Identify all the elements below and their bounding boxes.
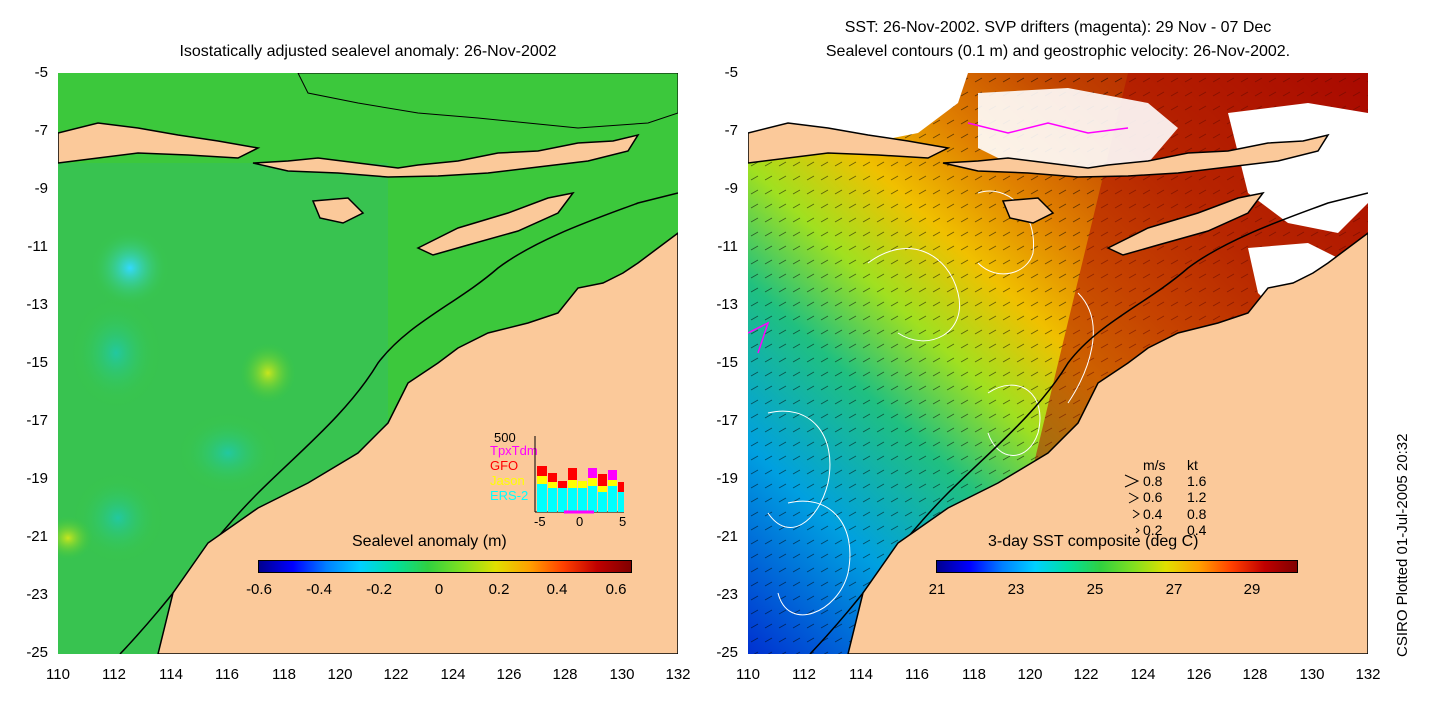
left-y-tick: -17 [26,412,48,429]
left-x-tick: 120 [327,666,353,683]
left-colorbar-label: 0 [434,581,444,598]
inset-series-label: ERS-2 [490,488,529,503]
velocity-legend-kt: 0.4 [1187,522,1207,538]
right-map-title-line2: Sealevel contours (0.1 m) and geostrophi… [825,43,1291,60]
right-colorbar-label: 27 [1165,581,1183,598]
left-colorbar-label: 0.2 [488,581,510,598]
right-colorbar-title: 3-day SST composite (deg C) [988,533,1199,550]
right-x-tick: 112 [792,666,816,683]
velocity-arrow-icon [1124,474,1140,488]
left-x-tick: 122 [383,666,409,683]
right-x-tick: 132 [1355,666,1381,683]
left-map-title: Isostatically adjusted sealevel anomaly:… [179,43,557,60]
right-colorbar-label: 29 [1243,581,1261,598]
right-x-tick: 124 [1130,666,1156,683]
right-colorbar-label: 23 [1007,581,1025,598]
right-y-tick: -15 [716,354,738,371]
right-map-title-line1: SST: 26-Nov-2002. SVP drifters (magenta)… [844,19,1272,36]
right-x-tick: 122 [1073,666,1099,683]
velocity-legend-kt: 1.2 [1187,489,1207,505]
inset-max-label: 500 [494,430,516,445]
right-x-tick: 128 [1242,666,1268,683]
velocity-legend-header-ms: m/s [1143,457,1166,473]
right-x-tick: 130 [1299,666,1325,683]
velocity-arrow-icon [1128,492,1140,504]
left-y-tick: -13 [26,296,48,313]
inset-histogram [534,436,624,514]
left-y-tick: -23 [26,586,48,603]
left-y-tick: -21 [26,528,48,545]
inset-x-label: 5 [619,514,627,529]
left-x-tick: 130 [609,666,635,683]
left-y-tick: -25 [26,644,48,661]
left-x-tick: 110 [46,666,70,683]
left-map-plot [58,73,678,654]
velocity-legend-header-kt: kt [1187,457,1198,473]
right-y-tick: -13 [716,296,738,313]
right-x-tick: 116 [905,666,929,683]
left-colorbar-label: -0.4 [306,581,332,598]
velocity-arrow-icon [1132,509,1140,519]
left-colorbar-label: -0.2 [366,581,392,598]
right-colorbar-label: 21 [928,581,946,598]
right-colorbar [936,560,1298,573]
left-y-tick: -19 [26,470,48,487]
velocity-legend-kt: 1.6 [1187,473,1207,489]
right-colorbar-label: 25 [1086,581,1104,598]
left-colorbar-label: 0.6 [605,581,627,598]
right-x-tick: 126 [1186,666,1212,683]
velocity-legend-ms: 0.2 [1143,522,1163,538]
right-y-tick: -11 [717,238,738,255]
velocity-legend-ms: 0.8 [1143,473,1163,489]
right-y-tick: -23 [716,586,738,603]
plot-credit: CSIRO Plotted 01-Jul-2005 20:32 [1394,433,1411,657]
right-y-tick: -19 [716,470,738,487]
left-colorbar-label: 0.4 [546,581,568,598]
left-colorbar-title: Sealevel anomaly (m) [352,533,507,550]
right-x-tick: 118 [962,666,986,683]
left-y-tick: -15 [26,354,48,371]
velocity-arrow-icon [1135,527,1140,534]
inset-series-label: GFO [490,458,519,473]
right-x-tick: 120 [1017,666,1043,683]
inset-x-label: 0 [576,514,584,529]
inset-x-label: -5 [534,514,546,529]
right-x-tick: 114 [849,666,873,683]
inset-series-label: Jason [490,473,525,488]
left-colorbar-label: -0.6 [246,581,272,598]
left-x-tick: 128 [552,666,578,683]
right-x-tick: 110 [736,666,760,683]
right-map-plot [748,73,1368,654]
left-colorbar [258,560,632,573]
left-y-tick: -11 [27,238,48,255]
right-y-tick: -5 [724,64,738,81]
left-x-tick: 112 [102,666,126,683]
left-y-tick: -5 [34,64,48,81]
velocity-legend-kt: 0.8 [1187,506,1207,522]
left-x-tick: 124 [440,666,466,683]
left-x-tick: 114 [159,666,183,683]
right-y-tick: -9 [724,180,738,197]
left-x-tick: 118 [272,666,296,683]
right-y-tick: -25 [716,644,738,661]
left-x-tick: 132 [665,666,691,683]
left-y-tick: -9 [34,180,48,197]
velocity-legend-ms: 0.4 [1143,506,1163,522]
right-y-tick: -17 [716,412,738,429]
inset-series-label: TpxTdm [490,443,538,458]
left-x-tick: 116 [215,666,239,683]
right-y-tick: -7 [724,122,738,139]
velocity-legend-ms: 0.6 [1143,489,1163,505]
left-y-tick: -7 [34,122,48,139]
right-y-tick: -21 [716,528,738,545]
left-x-tick: 126 [496,666,522,683]
